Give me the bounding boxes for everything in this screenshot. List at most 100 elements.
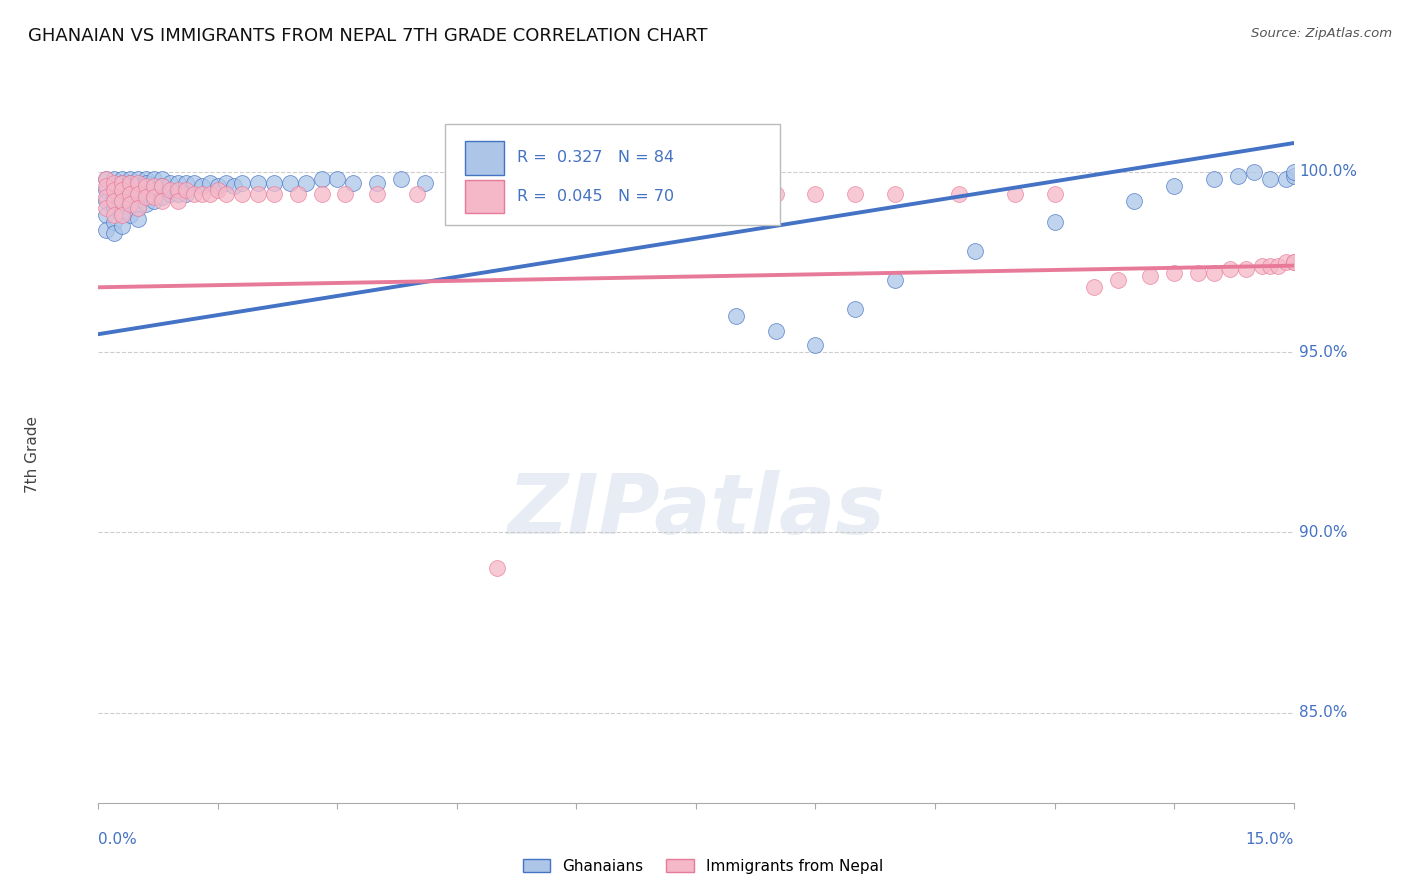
Point [111, 183, 134, 197]
Point [884, 186, 907, 201]
Point [111, 204, 134, 219]
Point [246, 176, 269, 190]
Text: R =  0.327   N = 84: R = 0.327 N = 84 [517, 151, 673, 165]
Point [1274, 172, 1296, 186]
Point [159, 183, 181, 197]
Point [167, 176, 190, 190]
Text: R =  0.045   N = 70: R = 0.045 N = 70 [517, 189, 673, 204]
Point [120, 186, 142, 201]
Point [844, 301, 866, 316]
Point [804, 338, 827, 352]
Point [1123, 194, 1146, 208]
Point [605, 186, 627, 201]
FancyBboxPatch shape [444, 124, 779, 226]
Point [120, 186, 142, 201]
Point [127, 211, 149, 226]
Point [884, 273, 907, 287]
Point [215, 176, 238, 190]
Point [335, 186, 357, 201]
Point [1226, 169, 1249, 183]
Point [485, 561, 508, 575]
Point [150, 179, 173, 194]
Text: ZIPatlas: ZIPatlas [508, 470, 884, 551]
Point [207, 179, 229, 194]
Point [96, 190, 118, 204]
Point [724, 309, 747, 323]
Text: GHANAIAN VS IMMIGRANTS FROM NEPAL 7TH GRADE CORRELATION CHART: GHANAIAN VS IMMIGRANTS FROM NEPAL 7TH GR… [28, 27, 707, 45]
Point [1083, 280, 1105, 294]
Point [143, 179, 166, 194]
Point [127, 172, 149, 186]
Point [111, 183, 134, 197]
Point [150, 194, 173, 208]
Point [1282, 165, 1305, 179]
Point [103, 176, 125, 190]
Point [111, 208, 134, 222]
Point [96, 208, 118, 222]
Point [120, 197, 142, 211]
Point [96, 179, 118, 194]
Point [120, 179, 142, 194]
Point [120, 176, 142, 190]
Point [127, 179, 149, 194]
Point [191, 179, 214, 194]
Point [963, 244, 986, 259]
Point [103, 172, 125, 186]
Point [135, 186, 157, 201]
Point [127, 190, 149, 204]
Point [1234, 262, 1257, 277]
Point [446, 176, 468, 190]
Point [103, 201, 125, 215]
Point [311, 172, 333, 186]
Point [96, 222, 118, 236]
Text: 0.0%: 0.0% [98, 831, 138, 847]
Point [1187, 266, 1209, 280]
Legend: Ghanaians, Immigrants from Nepal: Ghanaians, Immigrants from Nepal [516, 853, 890, 880]
Point [143, 172, 166, 186]
Point [103, 179, 125, 194]
Point [1004, 186, 1026, 201]
Point [1258, 259, 1281, 273]
Point [111, 194, 134, 208]
Point [135, 172, 157, 186]
Point [135, 179, 157, 194]
Text: Source: ZipAtlas.com: Source: ZipAtlas.com [1251, 27, 1392, 40]
Point [1043, 186, 1066, 201]
Point [263, 186, 285, 201]
Point [111, 219, 134, 233]
Point [804, 186, 827, 201]
Point [366, 186, 388, 201]
Point [1219, 262, 1241, 277]
Point [96, 201, 118, 215]
Point [231, 176, 253, 190]
Point [150, 172, 173, 186]
Point [844, 186, 866, 201]
Point [96, 194, 118, 208]
Text: 95.0%: 95.0% [1299, 344, 1348, 359]
Point [143, 183, 166, 197]
Point [150, 179, 173, 194]
Point [174, 176, 197, 190]
Point [167, 194, 190, 208]
Point [96, 183, 118, 197]
Point [1274, 255, 1296, 269]
Point [1139, 269, 1161, 284]
Point [287, 186, 309, 201]
Point [127, 201, 149, 215]
Point [685, 186, 707, 201]
Point [294, 176, 316, 190]
Text: 100.0%: 100.0% [1299, 164, 1358, 179]
Point [191, 186, 214, 201]
Point [207, 183, 229, 197]
Text: 7th Grade: 7th Grade [25, 417, 41, 493]
Point [120, 208, 142, 222]
Point [103, 190, 125, 204]
Point [174, 186, 197, 201]
Point [1250, 259, 1272, 273]
Point [96, 172, 118, 186]
Point [1258, 172, 1281, 186]
Point [111, 176, 134, 190]
Point [645, 186, 668, 201]
Point [406, 186, 429, 201]
Point [127, 201, 149, 215]
